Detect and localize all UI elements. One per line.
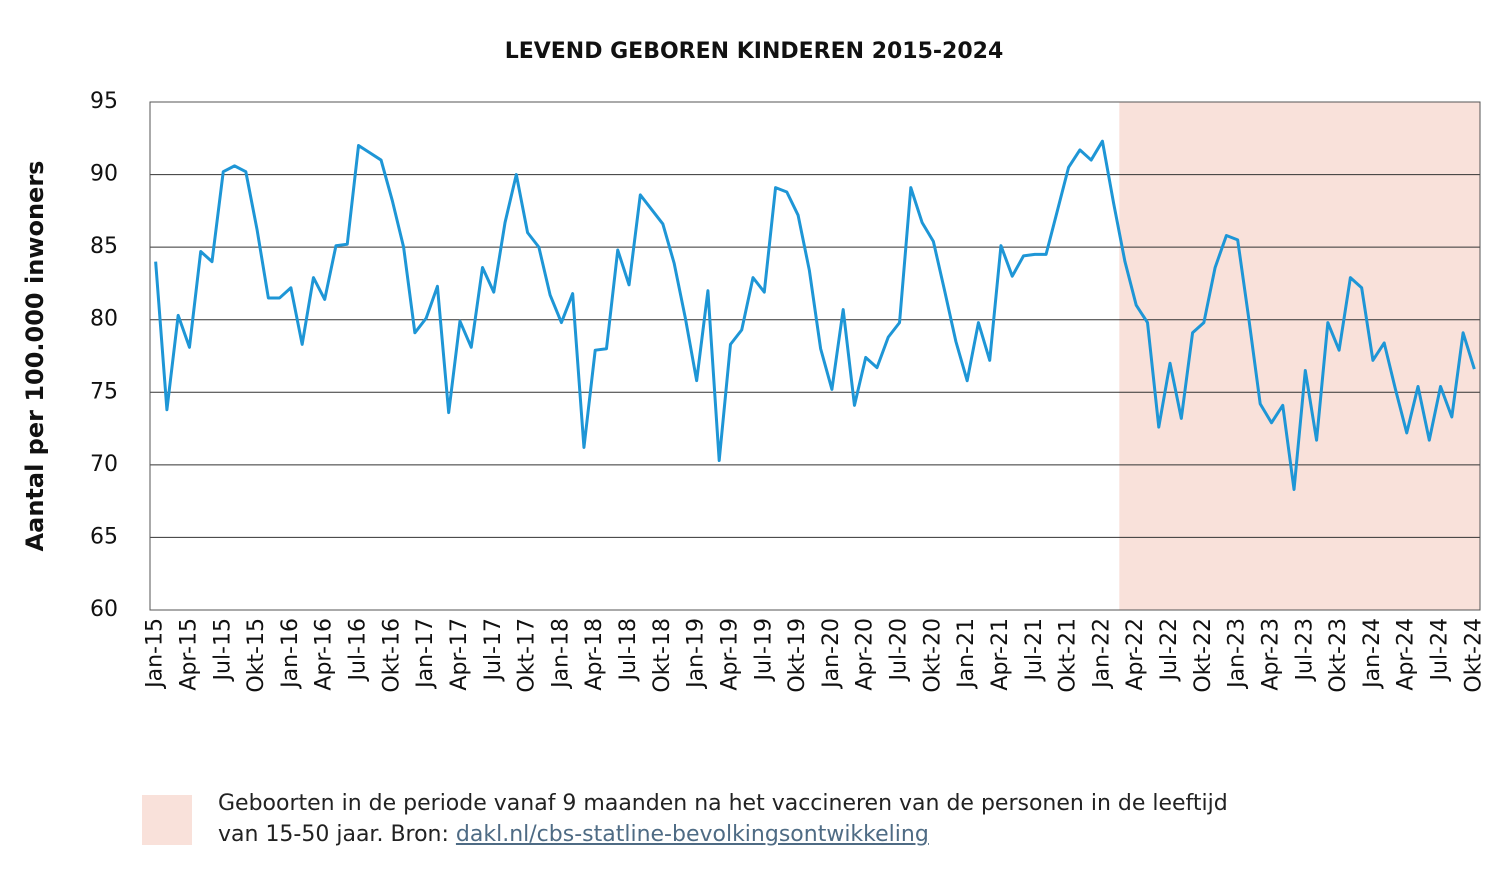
x-tick-label: Apr-19 — [717, 618, 742, 691]
y-tick-label: 85 — [90, 234, 118, 259]
data-line — [154, 139, 1476, 492]
x-tick-label: Jul-19 — [751, 618, 776, 682]
x-tick-label: Jan-18 — [548, 618, 573, 690]
x-tick-label: Jan-17 — [413, 618, 438, 690]
y-tick-label: 60 — [90, 597, 118, 622]
x-tick-label: Okt-15 — [244, 618, 269, 693]
x-tick-label: Jul-22 — [1157, 618, 1182, 682]
plot-frame — [149, 101, 1481, 611]
y-tick-label: 70 — [90, 452, 118, 477]
x-tick-label: Okt-19 — [785, 618, 810, 693]
y-tick-label: 75 — [90, 379, 118, 404]
x-tick-label: Okt-21 — [1056, 618, 1081, 693]
x-tick-label: Okt-22 — [1191, 618, 1216, 693]
x-tick-label: Jul-16 — [346, 618, 371, 682]
x-tick-label: Apr-22 — [1123, 618, 1148, 691]
x-tick-label: Okt-18 — [650, 618, 675, 693]
legend-line: Geboorten in de periode vanaf 9 maanden … — [218, 791, 1228, 816]
x-tick-label: Jul-23 — [1292, 618, 1317, 682]
x-tick-label: Jan-21 — [954, 618, 979, 690]
legend-swatch — [142, 795, 192, 845]
x-tick-label: Jan-24 — [1360, 618, 1385, 690]
x-tick-label: Okt-16 — [379, 618, 404, 693]
legend-line: van 15-50 jaar. Bron: — [218, 822, 449, 847]
x-tick-label: Jan-16 — [278, 618, 303, 690]
x-tick-label: Jul-24 — [1428, 618, 1453, 682]
x-tick-label: Apr-23 — [1258, 618, 1283, 691]
y-tick-label: 90 — [90, 162, 118, 187]
y-axis-label: Aantal per 100.000 inwoners — [21, 161, 49, 552]
y-tick-label: 80 — [90, 307, 118, 332]
x-tick-label: Okt-20 — [920, 618, 945, 693]
x-tick-label: Apr-15 — [176, 618, 201, 691]
x-tick-label: Okt-17 — [515, 618, 540, 693]
x-tick-label: Apr-21 — [988, 618, 1013, 691]
x-tick-label: Jan-15 — [143, 618, 168, 690]
x-tick-label: Jan-22 — [1089, 618, 1114, 690]
x-tick-label: Jan-19 — [684, 618, 709, 690]
x-tick-label: Apr-17 — [447, 618, 472, 691]
source-link[interactable]: dakl.nl/cbs-statline-bevolkingsontwikkel… — [455, 822, 929, 847]
highlight-region — [1119, 102, 1480, 610]
x-tick-label: Okt-24 — [1461, 618, 1486, 693]
x-tick-label: Jan-23 — [1225, 618, 1250, 690]
x-tick-label: Apr-24 — [1394, 618, 1419, 691]
y-tick-label: 95 — [90, 89, 118, 114]
x-tick-label: Jul-18 — [616, 618, 641, 682]
x-tick-label: Apr-18 — [582, 618, 607, 691]
x-tick-label: Apr-16 — [312, 618, 337, 691]
x-tick-label: Okt-23 — [1326, 618, 1351, 693]
legend-text: Geboorten in de periode vanaf 9 maanden … — [218, 788, 1228, 850]
x-tick-label: Jan-20 — [819, 618, 844, 690]
x-tick-label: Apr-20 — [853, 618, 878, 691]
x-tick-label: Jul-20 — [887, 618, 912, 682]
y-tick-label: 65 — [90, 524, 118, 549]
x-tick-label: Jul-21 — [1022, 618, 1047, 682]
chart-title: LEVEND GEBOREN KINDEREN 2015-2024 — [505, 39, 1004, 64]
x-tick-label: Jul-17 — [481, 618, 506, 682]
x-tick-label: Jul-15 — [210, 618, 235, 682]
